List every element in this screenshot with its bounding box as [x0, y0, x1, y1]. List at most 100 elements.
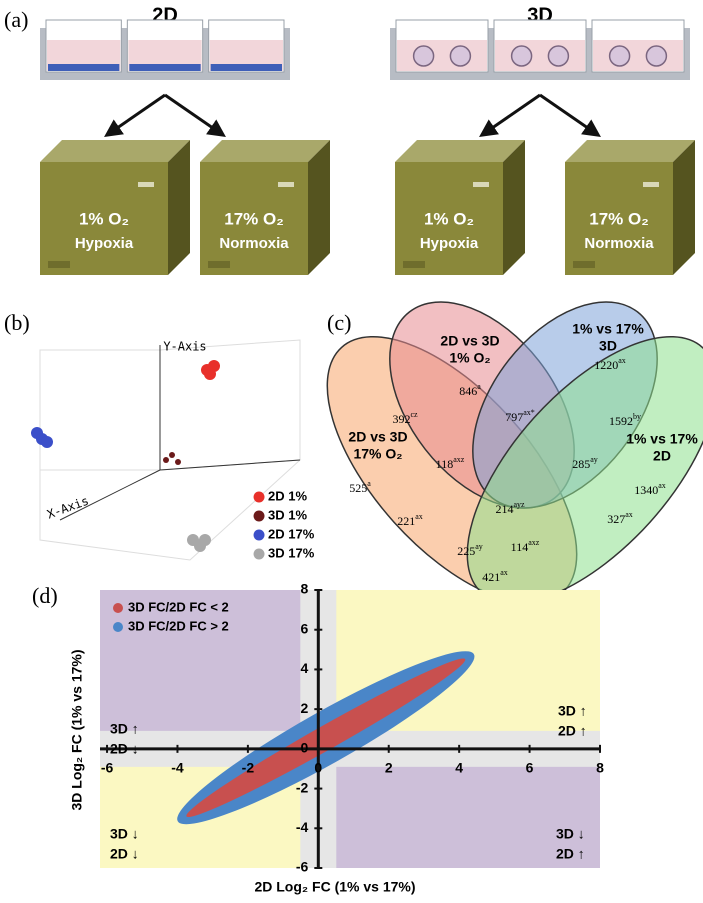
incubator-slot: [48, 261, 70, 268]
region-count: 118axz: [436, 455, 465, 471]
quadrant-label: 3D ↓: [556, 826, 585, 842]
set-label: 3D: [599, 338, 617, 354]
count-sup: ax: [658, 481, 666, 490]
count-value: 114: [511, 540, 529, 554]
region-count: 846a: [459, 382, 481, 398]
y-tick-label: -6: [296, 859, 309, 875]
incubator-state: Hypoxia: [420, 235, 479, 252]
count-value: 285: [572, 457, 590, 471]
quadrant-label: 2D ↓: [110, 741, 139, 757]
legend-marker: [253, 510, 265, 522]
x-tick-label: 0: [314, 760, 322, 776]
region-count: 114axz: [511, 538, 540, 554]
incubator-indicator: [643, 182, 659, 187]
count-value: 392: [392, 412, 410, 426]
x-tick-label: 2: [385, 760, 393, 776]
incubator-front: [200, 162, 308, 275]
pca-point: [199, 534, 211, 546]
count-value: 1592: [609, 414, 633, 428]
count-value: 1220: [594, 358, 618, 372]
set-label: 2D vs 3D: [348, 429, 407, 445]
legend-marker: [253, 529, 265, 541]
region-count: 421ax: [482, 568, 508, 584]
x-tick-label: 8: [596, 760, 604, 776]
legend-marker: [253, 548, 265, 560]
legend-label: 2D 1%: [268, 488, 307, 503]
quadrant-label: 3D ↑: [558, 703, 587, 719]
cell-layer: [129, 64, 201, 71]
set-label: 1% vs 17%: [572, 321, 644, 337]
incubator-side: [308, 140, 330, 275]
panel-label: (a): [4, 7, 28, 32]
cell-layer: [48, 64, 120, 71]
incubator-side: [673, 140, 695, 275]
medium: [593, 40, 683, 71]
pca-plane: [159, 339, 301, 471]
spheroid: [608, 45, 631, 67]
pca-point: [175, 459, 181, 465]
incubator-condition: 17% O₂: [589, 209, 649, 228]
medium: [397, 40, 487, 71]
region-count: 392cz: [392, 410, 418, 426]
quadrant-label: 2D ↓: [110, 846, 139, 862]
legend-label: 3D FC/2D FC > 2: [128, 618, 229, 633]
y-tick-label: -2: [296, 779, 309, 795]
region-count: 214ayz: [495, 500, 525, 516]
count-sup: axz: [453, 455, 465, 464]
count-sup: cz: [410, 410, 418, 419]
region-count: 285ay: [572, 455, 598, 471]
legend-marker: [113, 603, 123, 613]
legend-label: 3D 17%: [268, 545, 315, 560]
incubator-condition: 17% O₂: [224, 209, 284, 228]
count-value: 327: [607, 512, 625, 526]
incubator-slot: [208, 261, 230, 268]
region-count: 1220ax: [594, 356, 626, 372]
x-tick-label: -6: [101, 760, 114, 776]
incubator-indicator: [473, 182, 489, 187]
arrow: [164, 93, 226, 138]
region-count: 225ay: [457, 542, 483, 558]
count-sup: axz: [528, 538, 540, 547]
set-label: 2D: [653, 448, 671, 464]
legend-label: 2D 17%: [268, 526, 315, 541]
set-label: 1% vs 17%: [626, 431, 698, 447]
legend-label: 3D FC/2D FC < 2: [128, 599, 229, 614]
axis-title: X-Axis: [45, 494, 91, 522]
incubator-state: Normoxia: [584, 235, 654, 252]
count-sup: ay: [590, 455, 598, 464]
arrow: [539, 93, 601, 138]
incubator-slot: [573, 261, 595, 268]
region-count: 221ax: [397, 512, 423, 528]
incubator-side: [503, 140, 525, 275]
y-tick-label: 8: [301, 581, 309, 597]
count-sup: ax: [618, 356, 626, 365]
medium: [495, 40, 585, 71]
count-value: 421: [482, 570, 500, 584]
panel-label: (c): [327, 310, 351, 335]
legend-marker: [253, 491, 265, 503]
quadrant: [100, 590, 301, 731]
incubator-slot: [403, 261, 425, 268]
region-count: 1592by: [609, 412, 641, 428]
count-sup: ax: [415, 512, 423, 521]
spheroid: [412, 45, 435, 67]
x-tick-label: -2: [242, 760, 255, 776]
quadrant-label: 3D ↓: [110, 826, 139, 842]
panel-label: (d): [32, 583, 58, 608]
quadrant-label: 2D ↑: [558, 723, 587, 739]
arrow: [479, 93, 541, 138]
region-count: 525a: [349, 479, 371, 495]
set-label: 2D vs 3D: [440, 333, 499, 349]
legend-marker: [113, 622, 123, 632]
arrow: [104, 93, 166, 138]
x-tick-label: -4: [171, 760, 184, 776]
y-tick-label: -4: [296, 819, 309, 835]
incubator-top: [395, 140, 525, 162]
pca-plane: [39, 459, 302, 561]
spheroid: [449, 45, 472, 67]
quadrant: [336, 766, 600, 868]
count-sup: a: [367, 479, 371, 488]
count-value: 214: [495, 502, 513, 516]
spheroid: [547, 45, 570, 67]
spheroid: [645, 45, 668, 67]
